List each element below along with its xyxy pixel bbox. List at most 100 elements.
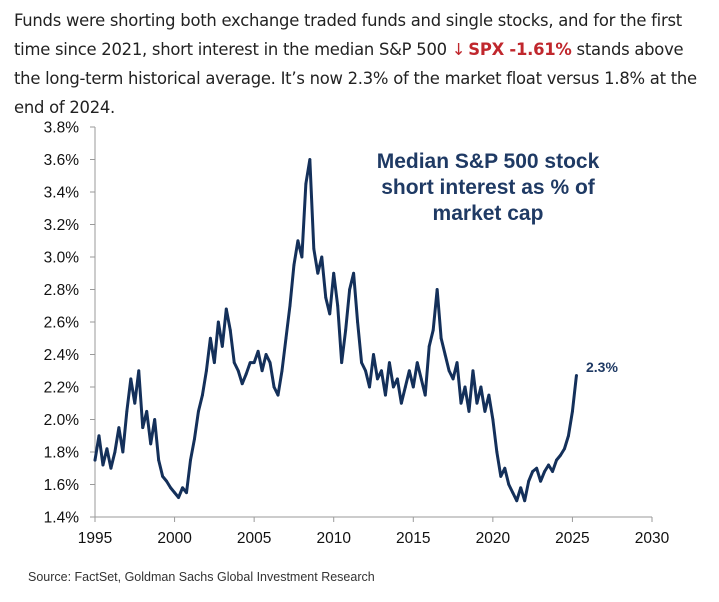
data-point: [439, 336, 443, 340]
data-point: [113, 450, 117, 454]
article-paragraph: Funds were shorting both exchange traded…: [14, 6, 714, 122]
data-point: [527, 479, 531, 483]
x-tick-label: 2005: [237, 530, 271, 547]
data-point: [248, 361, 252, 365]
data-point: [495, 450, 499, 454]
data-point: [447, 369, 451, 373]
data-point: [384, 393, 387, 397]
chart-source: Source: FactSet, Goldman Sachs Global In…: [28, 570, 375, 584]
y-tick-label: 2.6%: [44, 315, 80, 332]
data-point: [292, 263, 296, 267]
data-point: [415, 361, 419, 365]
data-point: [563, 447, 566, 451]
data-point: [109, 466, 113, 470]
x-tick-label: 2010: [316, 530, 351, 547]
short-interest-chart: 1.4% 1.6% 1.8% 2.0% 2.2% 2.4% 2.6% 2.8% 3.0% 3.2%…: [28, 120, 670, 585]
data-point: [181, 486, 184, 490]
ticker-link[interactable]: ↓ SPX -1.61%: [452, 40, 572, 59]
data-point: [125, 409, 129, 413]
y-tick-label: 2.2%: [44, 380, 80, 397]
data-point: [193, 437, 196, 441]
x-tick-label: 2025: [555, 530, 589, 547]
data-point: [232, 361, 236, 365]
data-point: [288, 304, 292, 308]
data-point: [336, 304, 340, 308]
data-point: [208, 336, 212, 340]
data-point: [555, 458, 558, 462]
data-point: [523, 499, 527, 503]
data-point: [403, 385, 407, 389]
data-point: [133, 401, 137, 405]
data-point: [177, 496, 180, 499]
ticker-label: SPX -1.61%: [468, 40, 572, 59]
data-point: [280, 369, 284, 373]
article-text-before: Funds were shorting both exchange traded…: [14, 11, 682, 59]
data-point: [372, 353, 375, 356]
data-point: [407, 369, 411, 373]
data-point: [197, 409, 200, 413]
data-point: [451, 377, 455, 381]
data-point: [467, 409, 471, 413]
data-point: [443, 353, 447, 356]
data-point: [340, 361, 344, 365]
data-point: [395, 377, 399, 381]
data-point: [515, 499, 519, 503]
data-point: [352, 271, 356, 275]
data-point: [260, 369, 264, 373]
data-point: [264, 353, 268, 356]
data-point: [388, 361, 391, 365]
data-point: [551, 470, 554, 473]
data-point: [487, 393, 491, 397]
data-point: [356, 320, 359, 324]
series-group: [93, 158, 578, 503]
data-point: [360, 361, 363, 365]
data-point: [161, 474, 165, 478]
data-point: [435, 288, 439, 291]
data-point: [519, 486, 523, 490]
data-point: [101, 463, 105, 467]
data-point: [535, 466, 539, 470]
data-point: [328, 312, 332, 316]
y-tick-label: 2.0%: [44, 412, 80, 429]
data-point: [479, 385, 483, 389]
data-point: [296, 239, 300, 243]
data-point: [543, 470, 546, 473]
data-point: [157, 458, 161, 462]
data-point: [507, 483, 511, 486]
data-point: [169, 486, 172, 490]
article-text-after: stands above the long-term historical av…: [14, 40, 697, 117]
data-point: [511, 491, 515, 495]
data-point: [455, 361, 459, 365]
x-tick-label: 2000: [157, 530, 192, 547]
data-point: [173, 491, 176, 495]
x-tick-label: 2030: [635, 530, 670, 547]
data-point: [220, 344, 224, 348]
x-tick-label: 2015: [396, 530, 430, 547]
data-point: [97, 434, 101, 438]
data-point: [399, 401, 403, 405]
chart-title-line-2: short interest as % of: [381, 176, 596, 199]
data-point: [499, 474, 503, 478]
data-point: [272, 385, 276, 389]
data-point: [380, 369, 383, 373]
data-point: [129, 377, 133, 381]
data-point: [205, 369, 208, 373]
down-arrow-icon: ↓: [451, 40, 466, 59]
data-point: [93, 458, 97, 462]
data-point: [121, 450, 125, 454]
data-point: [105, 447, 109, 451]
data-point: [308, 158, 312, 161]
data-point: [312, 247, 316, 251]
data-point: [324, 296, 328, 300]
data-point: [244, 372, 248, 376]
x-axis-ticks: 1995 2000 2005 2010 2015 2020 2025 2030: [78, 517, 670, 547]
data-point: [300, 255, 304, 259]
data-point: [332, 271, 336, 275]
data-point: [320, 255, 324, 259]
chart-title-line-1: Median S&P 500 stock: [377, 150, 600, 173]
data-point: [376, 377, 379, 381]
data-point: [547, 463, 550, 467]
data-point: [459, 401, 463, 405]
data-point: [531, 470, 535, 473]
data-point: [427, 344, 431, 348]
